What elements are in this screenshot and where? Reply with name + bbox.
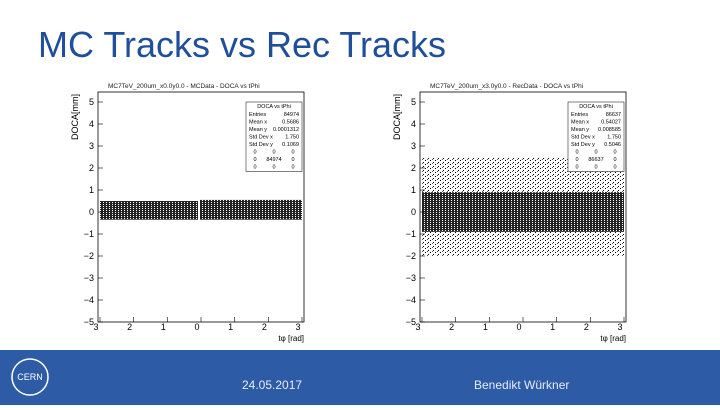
x-tick-label: 1 [550,322,555,332]
x-tick-label: 0 [194,322,199,332]
y-tick-label: 4 [411,119,416,129]
stats-value: 84974 [284,112,299,118]
stats-value: 1.750 [285,135,299,141]
x-tick-label: 3 [415,322,420,332]
stats-cell: 0 [613,157,616,163]
y-tick-label: −1 [406,229,416,239]
stats-cell: 0 [575,157,578,163]
x-tick-label: 1 [483,322,488,332]
scatter-band [200,199,302,220]
y-tick-label: 2 [89,163,94,173]
stats-cell: 0 [253,150,256,156]
stats-cell: 0 [594,165,597,171]
scatter-band [422,192,624,232]
x-tick-label: 3 [295,322,300,332]
plot-title: MC7TeV_200um_x3.0y0.0 - RecData - DOCA v… [430,83,583,90]
stats-key: Mean y [571,127,589,133]
y-tick-label: 0 [411,207,416,217]
y-tick-label: −5 [84,317,94,327]
stats-value: 0.008585 [598,127,621,133]
stats-cell: 0 [575,150,578,156]
stats-cell: 0 [291,150,294,156]
stats-cell: 0 [272,150,275,156]
logo-ring [11,358,49,396]
y-tick-label: −5 [406,317,416,327]
y-tick-label: 1 [411,185,416,195]
stats-value: 0.5686 [282,120,299,126]
y-tick-label: 0 [89,207,94,217]
y-tick-label: 5 [411,97,416,107]
scatter-band [100,201,198,220]
y-tick-label: 3 [411,141,416,151]
x-tick-label: 0 [516,322,521,332]
stats-cell: 0 [291,157,294,163]
plots: MC7TeV_200um_x0.0y0.0 - MCData - DOCA vs… [70,76,634,348]
stats-value: 0.5046 [604,142,621,148]
x-axis-label: tφ [rad] [600,334,626,343]
x-tick-label: 3 [93,322,98,332]
stats-value: 0.0001312 [273,127,299,133]
stats-key: Std Dev x [571,135,595,141]
x-tick-label: 1 [161,322,166,332]
stats-key: Mean x [249,120,267,126]
x-tick-label: 3 [617,322,622,332]
stats-value: 0.54027 [601,120,621,126]
stats-key: Std Dev y [249,142,273,148]
stats-key: Std Dev y [571,142,595,148]
plot: MC7TeV_200um_x0.0y0.0 - MCData - DOCA vs… [70,76,312,348]
stats-key: Mean x [571,120,589,126]
y-tick-label: 4 [89,119,94,129]
stats-box [567,101,625,172]
stats-name: DOCA vs tPhi [257,104,291,110]
x-axis-label: tφ [rad] [278,334,304,343]
footer-author: Benedikt Würkner [474,378,569,392]
stats-cell: 84974 [266,157,281,163]
stats-key: Std Dev x [249,135,273,141]
y-tick-label: 2 [411,163,416,173]
slide-title: MC Tracks vs Rec Tracks [38,24,446,65]
x-tick-label: 2 [449,322,454,332]
y-tick-label: −2 [406,251,416,261]
y-tick-label: 5 [89,97,94,107]
plot: MC7TeV_200um_x3.0y0.0 - RecData - DOCA v… [392,76,634,348]
stats-cell: 0 [253,157,256,163]
y-tick-label: −3 [84,273,94,283]
y-tick-label: 1 [89,185,94,195]
stats-cell: 0 [594,150,597,156]
stats-value: 0.1069 [282,142,299,148]
y-axis-label: DOCA[mm] [70,94,80,140]
stats-cell: 0 [613,150,616,156]
stats-key: Mean y [249,127,267,133]
stats-cell: 0 [272,165,275,171]
x-tick-label: 2 [127,322,132,332]
stats-key: Entries [249,112,266,118]
logo-text: CERN [17,372,43,382]
y-tick-label: −3 [406,273,416,283]
stats-cell: 0 [575,165,578,171]
y-axis-label: DOCA[mm] [392,94,402,140]
stats-box [245,101,303,172]
y-tick-label: 3 [89,141,94,151]
stats-cell: 0 [291,165,294,171]
y-tick-label: −4 [406,295,416,305]
stats-value: 1.750 [607,135,621,141]
y-tick-label: −1 [84,229,94,239]
x-tick-label: 2 [262,322,267,332]
y-tick-label: −4 [84,295,94,305]
stats-key: Entries [571,112,588,118]
footer-bar [0,350,720,405]
stats-cell: 86637 [588,157,603,163]
y-tick-label: −2 [84,251,94,261]
stats-cell: 0 [253,165,256,171]
plot-title: MC7TeV_200um_x0.0y0.0 - MCData - DOCA vs… [108,83,260,90]
x-tick-label: 1 [228,322,233,332]
stats-name: DOCA vs tPhi [579,104,613,110]
stats-cell: 0 [613,165,616,171]
stats-value: 86637 [606,112,621,118]
x-tick-label: 2 [584,322,589,332]
footer-date: 24.05.2017 [242,378,302,392]
